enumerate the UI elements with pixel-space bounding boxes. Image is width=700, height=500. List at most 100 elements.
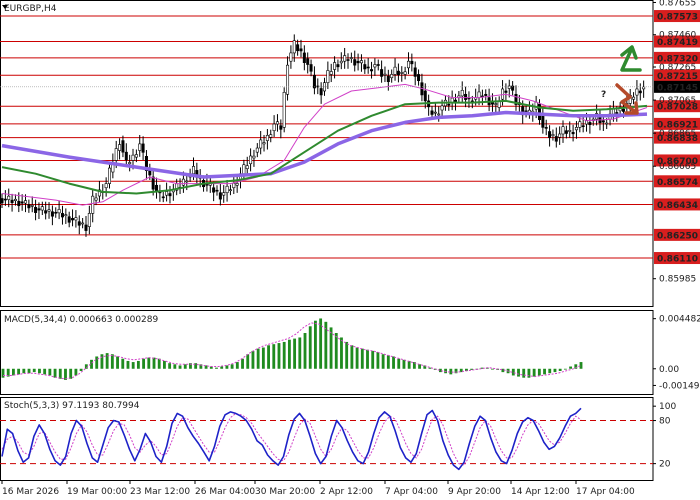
stoch-y-tick-label: 20 — [659, 460, 671, 470]
candle-body — [615, 112, 619, 114]
candle-body — [138, 143, 142, 151]
macd-histogram-bar — [298, 337, 302, 369]
macd-histogram-bar — [345, 341, 349, 369]
macd-histogram-bar — [220, 366, 224, 369]
level-label-bg — [654, 131, 700, 144]
candle-body — [118, 144, 122, 151]
candle-body — [336, 64, 340, 68]
candle-body — [578, 121, 582, 128]
macd-histogram-bar — [142, 358, 146, 369]
candle-body — [54, 211, 58, 214]
macd-histogram-bar — [116, 356, 119, 369]
candle-body — [410, 60, 414, 65]
candle-body — [242, 164, 246, 174]
candle-body — [393, 66, 397, 75]
candle-body — [454, 99, 458, 102]
candle-body — [91, 195, 95, 214]
macd-histogram-bar — [32, 368, 36, 373]
ma-green-line — [1, 99, 648, 195]
macd-histogram-bar — [340, 337, 343, 369]
candle-body — [383, 73, 387, 76]
title-collapse-icon — [2, 5, 8, 9]
macd-histogram-bar — [136, 360, 140, 369]
macd-histogram-bar — [350, 345, 354, 369]
macd-histogram-bar — [267, 345, 270, 369]
candle-body — [363, 64, 367, 70]
ma-violet-line — [1, 110, 648, 179]
candle-body — [24, 200, 28, 204]
candle-body — [259, 139, 263, 149]
candle-body — [541, 115, 545, 128]
macd-histogram-bar — [376, 352, 380, 369]
candle-body — [232, 182, 236, 189]
macd-histogram-bar — [334, 333, 338, 369]
macd-histogram-bar — [277, 343, 281, 369]
candle-body — [124, 151, 128, 161]
candle-body — [621, 108, 625, 112]
candle-body — [3, 198, 7, 201]
candle-body — [57, 209, 61, 214]
candle-body — [349, 57, 353, 59]
macd-histogram-bar — [511, 368, 515, 376]
macd-histogram-bar — [386, 355, 390, 369]
level-label: 0.86110 — [657, 255, 698, 265]
macd-histogram-bar — [74, 368, 78, 376]
macd-histogram-bar — [1, 368, 5, 378]
stoch-panel — [0, 397, 654, 481]
macd-histogram-bar — [319, 318, 323, 369]
candle-body — [131, 154, 135, 161]
candle-body — [84, 224, 88, 231]
macd-histogram-bar — [168, 363, 172, 369]
candle-body — [564, 130, 568, 134]
y-tick-label: 0.87655 — [659, 0, 696, 8]
candle-body — [17, 200, 21, 207]
candle-body — [144, 156, 148, 171]
candle-body — [121, 140, 125, 153]
macd-y-tick-label: 0.00 — [659, 365, 679, 375]
candle-body — [430, 110, 434, 115]
level-label: 0.86921 — [657, 120, 698, 130]
question-mark: ? — [601, 90, 606, 100]
x-tick-label: 30 Mar 20:00 — [255, 487, 315, 497]
candle-body — [514, 93, 518, 105]
candle-body — [359, 60, 363, 64]
y-tick-label: 0.87460 — [659, 31, 696, 41]
candle-body — [7, 195, 11, 200]
macd-histogram-bar — [261, 347, 265, 369]
y-tick-label: 0.87265 — [659, 63, 696, 73]
level-label-bg — [654, 10, 700, 23]
candle-body — [477, 91, 481, 98]
candle-body — [329, 71, 333, 75]
level-label: 0.87573 — [657, 13, 698, 23]
macd-histogram-bar — [105, 353, 109, 369]
candle-body — [638, 90, 642, 94]
candle-body — [440, 105, 444, 111]
macd-panel — [0, 310, 654, 395]
level-label-bg — [654, 154, 700, 167]
macd-histogram-bar — [282, 341, 286, 369]
candle-body — [212, 187, 216, 193]
macd-histogram-bar — [527, 368, 531, 378]
y-tick-label: 0.86865 — [659, 129, 696, 139]
macd-histogram-bar — [569, 366, 573, 369]
candle-body — [346, 59, 350, 61]
macd-histogram-bar — [392, 356, 395, 369]
macd-histogram-bar — [470, 368, 474, 370]
macd-histogram-bar — [329, 327, 333, 369]
candle-body — [27, 204, 31, 209]
stoch-title: Stoch(5,3,3) 97.1193 80.7994 — [4, 401, 140, 411]
candle-body — [581, 125, 585, 128]
level-label: 0.86434 — [657, 201, 698, 211]
macd-histogram-bar — [548, 368, 552, 374]
candle-body — [588, 122, 592, 126]
candle-body — [403, 71, 407, 75]
candle-body — [333, 62, 337, 70]
candle-body — [108, 167, 112, 184]
macd-histogram-bar — [64, 368, 67, 380]
macd-histogram-bar — [110, 354, 114, 369]
macd-histogram-bar — [121, 358, 125, 369]
candle-body — [282, 91, 286, 128]
candle-body — [165, 191, 169, 196]
candle-body — [464, 93, 468, 100]
macd-histogram-bar — [522, 368, 526, 378]
